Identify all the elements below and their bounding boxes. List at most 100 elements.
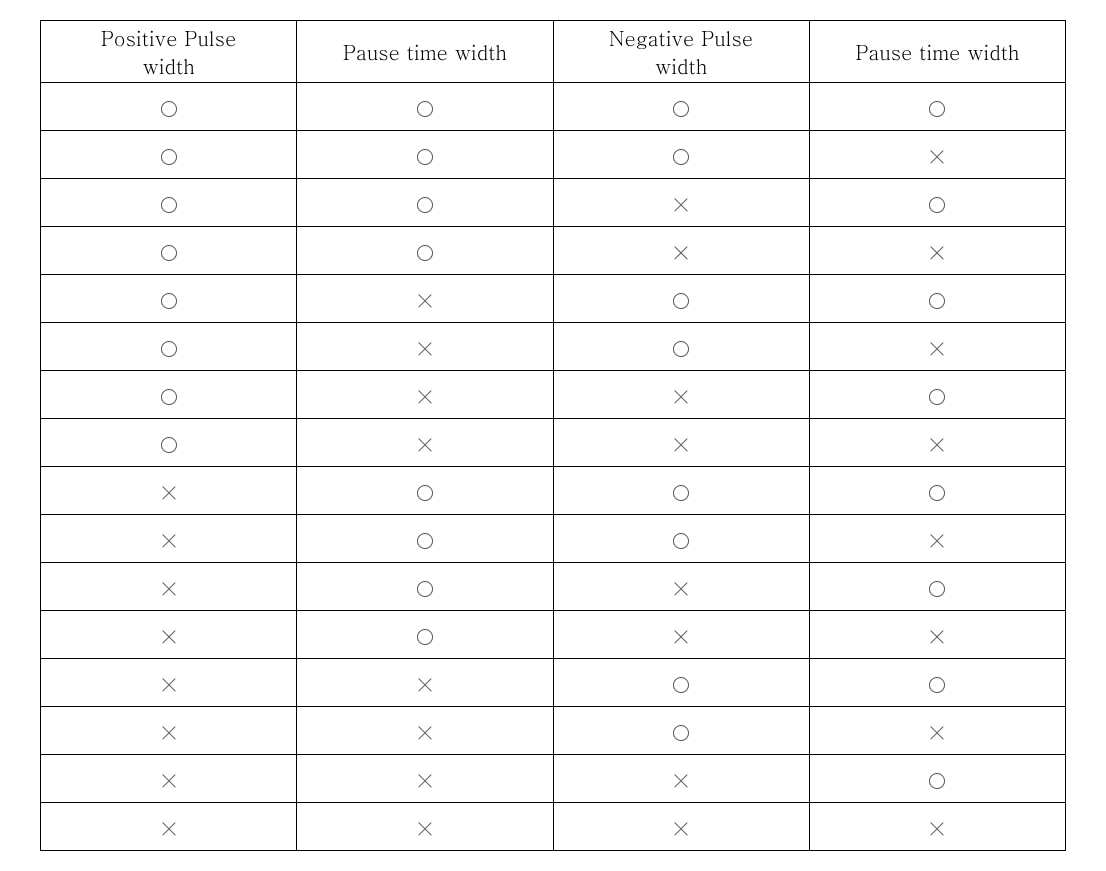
- table-row: [41, 611, 1066, 659]
- cross-icon: [161, 677, 177, 693]
- column-header: Pause time width: [809, 21, 1065, 83]
- table-cell: [553, 467, 809, 515]
- table-cell: [41, 563, 297, 611]
- table-row: [41, 227, 1066, 275]
- table-cell: [41, 755, 297, 803]
- table-cell: [297, 515, 553, 563]
- table-row: [41, 83, 1066, 131]
- table-cell: [297, 563, 553, 611]
- circle-icon: [673, 293, 689, 309]
- cross-icon: [161, 533, 177, 549]
- circle-icon: [161, 101, 177, 117]
- cross-icon: [417, 293, 433, 309]
- pulse-width-table: Positive Pulsewidth Pause time width Neg…: [40, 20, 1066, 851]
- table-cell: [41, 275, 297, 323]
- circle-icon: [929, 581, 945, 597]
- table-cell: [297, 659, 553, 707]
- column-header: Pause time width: [297, 21, 553, 83]
- table-cell: [553, 611, 809, 659]
- table-cell: [297, 275, 553, 323]
- table-cell: [809, 83, 1065, 131]
- cross-icon: [929, 821, 945, 837]
- table-cell: [41, 707, 297, 755]
- cross-icon: [929, 341, 945, 357]
- table-row: [41, 515, 1066, 563]
- table-cell: [809, 563, 1065, 611]
- cross-icon: [673, 773, 689, 789]
- cross-icon: [417, 341, 433, 357]
- circle-icon: [417, 245, 433, 261]
- table-cell: [809, 179, 1065, 227]
- table-row: [41, 323, 1066, 371]
- cross-icon: [929, 725, 945, 741]
- table-cell: [809, 803, 1065, 851]
- cross-icon: [417, 437, 433, 453]
- table-row: [41, 371, 1066, 419]
- circle-icon: [673, 485, 689, 501]
- table-row: [41, 419, 1066, 467]
- circle-icon: [161, 389, 177, 405]
- circle-icon: [161, 437, 177, 453]
- circle-icon: [673, 533, 689, 549]
- circle-icon: [929, 197, 945, 213]
- table-cell: [809, 659, 1065, 707]
- circle-icon: [417, 485, 433, 501]
- cross-icon: [673, 389, 689, 405]
- table-cell: [297, 323, 553, 371]
- table-cell: [809, 371, 1065, 419]
- cross-icon: [929, 629, 945, 645]
- table-cell: [297, 227, 553, 275]
- table-cell: [809, 707, 1065, 755]
- cross-icon: [673, 629, 689, 645]
- circle-icon: [161, 341, 177, 357]
- cross-icon: [417, 389, 433, 405]
- table-cell: [809, 131, 1065, 179]
- table-cell: [41, 227, 297, 275]
- table-cell: [553, 131, 809, 179]
- circle-icon: [929, 293, 945, 309]
- cross-icon: [673, 437, 689, 453]
- table-cell: [297, 83, 553, 131]
- cross-icon: [161, 485, 177, 501]
- circle-icon: [417, 149, 433, 165]
- table-cell: [553, 755, 809, 803]
- circle-icon: [673, 341, 689, 357]
- table-cell: [553, 275, 809, 323]
- table-cell: [297, 755, 553, 803]
- table-row: [41, 563, 1066, 611]
- circle-icon: [929, 389, 945, 405]
- table-cell: [41, 179, 297, 227]
- circle-icon: [673, 725, 689, 741]
- table-cell: [41, 371, 297, 419]
- table-cell: [297, 419, 553, 467]
- table-cell: [809, 275, 1065, 323]
- table-cell: [553, 707, 809, 755]
- table-cell: [297, 611, 553, 659]
- cross-icon: [161, 581, 177, 597]
- pulse-width-table-container: Positive Pulsewidth Pause time width Neg…: [40, 20, 1066, 851]
- cross-icon: [161, 629, 177, 645]
- table-cell: [809, 515, 1065, 563]
- table-cell: [809, 227, 1065, 275]
- table-cell: [553, 371, 809, 419]
- circle-icon: [929, 101, 945, 117]
- table-row: [41, 179, 1066, 227]
- circle-icon: [417, 581, 433, 597]
- table-row: [41, 275, 1066, 323]
- table-cell: [297, 131, 553, 179]
- table-cell: [553, 227, 809, 275]
- table-cell: [809, 419, 1065, 467]
- cross-icon: [417, 725, 433, 741]
- table-row: [41, 803, 1066, 851]
- cross-icon: [161, 725, 177, 741]
- table-cell: [41, 659, 297, 707]
- circle-icon: [929, 485, 945, 501]
- table-cell: [41, 515, 297, 563]
- table-cell: [297, 803, 553, 851]
- cross-icon: [673, 821, 689, 837]
- table-cell: [41, 131, 297, 179]
- cross-icon: [929, 149, 945, 165]
- cross-icon: [929, 437, 945, 453]
- table-header-row: Positive Pulsewidth Pause time width Neg…: [41, 21, 1066, 83]
- table-cell: [297, 371, 553, 419]
